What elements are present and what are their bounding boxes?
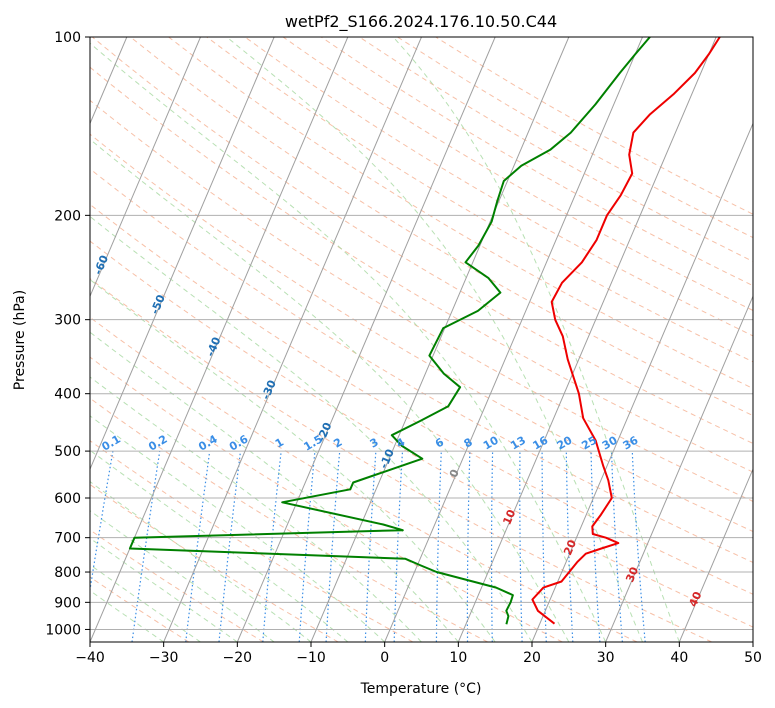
y-axis: 100 200 300 400 500 600 700 800 900 1000	[45, 30, 90, 638]
moist-adiabat-line	[392, 37, 680, 642]
x-tick-label: 50	[744, 650, 762, 666]
isotherm-line	[310, 37, 570, 642]
x-tick-label: −40	[75, 650, 105, 666]
isotherm-label: 40	[686, 589, 704, 608]
dry-adiabat-line	[282, 37, 753, 312]
y-tick-label: 800	[54, 565, 81, 581]
moist-adiabat-line	[90, 138, 570, 642]
isotherm-line	[531, 122, 753, 642]
isotherm-line	[163, 37, 422, 642]
mixing-ratio-line	[262, 451, 282, 642]
moist-adiabat-line	[90, 564, 201, 642]
plot-frame	[89, 36, 754, 643]
y-tick-label: 1000	[45, 622, 81, 638]
isotherm-label: 30	[623, 565, 641, 584]
x-tick-label: 10	[449, 650, 467, 666]
x-tick-label: −10	[296, 650, 326, 666]
isotherm-line	[90, 37, 201, 298]
y-tick-label: 900	[54, 595, 81, 611]
moist-adiabat-line	[90, 331, 459, 642]
mixing-ratio-line	[185, 451, 211, 642]
chart-title: wetPf2_S166.2024.176.10.50.C44	[285, 12, 557, 32]
moist-adiabat-line	[90, 589, 164, 642]
moist-adiabats	[90, 37, 680, 642]
mixing-ratio-line	[218, 451, 242, 642]
dry-adiabat-line	[90, 356, 563, 642]
dry-adiabat-line	[90, 203, 753, 595]
y-tick-label: 500	[54, 444, 81, 460]
dewpoint-series-line	[128, 37, 651, 625]
x-tick-label: −30	[149, 650, 179, 666]
isotherm-line	[457, 37, 717, 642]
dry-adiabat-line	[90, 66, 753, 473]
moist-adiabat-line	[226, 37, 643, 642]
dry-adiabat-line	[90, 133, 753, 533]
x-axis-label: Temperature (°C)	[360, 681, 482, 697]
y-tick-label: 600	[54, 491, 81, 507]
isotherm-line	[384, 37, 643, 642]
isobar-gridlines	[90, 37, 753, 630]
x-tick-label: 40	[670, 650, 688, 666]
y-axis-label: Pressure (hPa)	[12, 290, 28, 390]
isotherm-label: 10	[500, 507, 518, 526]
moist-adiabat-line	[90, 42, 607, 642]
y-tick-label: 300	[54, 313, 81, 329]
moist-adiabat-line	[90, 279, 496, 642]
mixing-ratio-line	[298, 451, 316, 642]
moist-adiabat-line	[90, 215, 533, 642]
isotherm-gridlines	[90, 37, 753, 642]
y-tick-label: 400	[54, 387, 81, 403]
isotherm-line	[90, 37, 275, 471]
x-tick-label: −20	[223, 650, 253, 666]
dry-adiabat-line	[90, 168, 753, 563]
dry-adiabat-line	[130, 37, 753, 417]
isotherm-line	[678, 467, 753, 642]
temperature-series-line	[531, 37, 721, 625]
moist-adiabat-line	[90, 537, 238, 642]
x-tick-label: 20	[523, 650, 541, 666]
dry-adiabat-line	[90, 397, 488, 642]
dry-adiabat-line	[206, 37, 753, 363]
x-axis: −40 −30 −20 −10 0 10 20 30 40 50	[75, 642, 762, 666]
moist-adiabat-line	[90, 481, 312, 642]
y-tick-label: 200	[54, 208, 81, 224]
isotherm-label: 20	[561, 538, 579, 557]
mixing-ratio-line	[631, 451, 646, 642]
y-tick-label: 700	[54, 531, 81, 547]
dry-adiabat-line	[90, 240, 753, 628]
sounding-series	[128, 37, 721, 625]
x-tick-label: 30	[597, 650, 615, 666]
y-tick-label: 100	[54, 30, 81, 46]
moist-adiabat-line	[90, 376, 422, 642]
isotherm-line	[236, 37, 496, 642]
moist-adiabat-line	[90, 449, 349, 642]
isotherm-line	[605, 295, 753, 642]
x-tick-label: 0	[380, 650, 389, 666]
moist-adiabat-line	[90, 415, 386, 642]
mixing-ratio-labels: 0.1 0.2 0.4 0.6 1 1.5 2 3 4 6 8 10 13 16 20 25 30 36	[99, 432, 640, 453]
dry-adiabat-line	[90, 483, 339, 642]
mixing-ratio-line	[90, 450, 114, 594]
